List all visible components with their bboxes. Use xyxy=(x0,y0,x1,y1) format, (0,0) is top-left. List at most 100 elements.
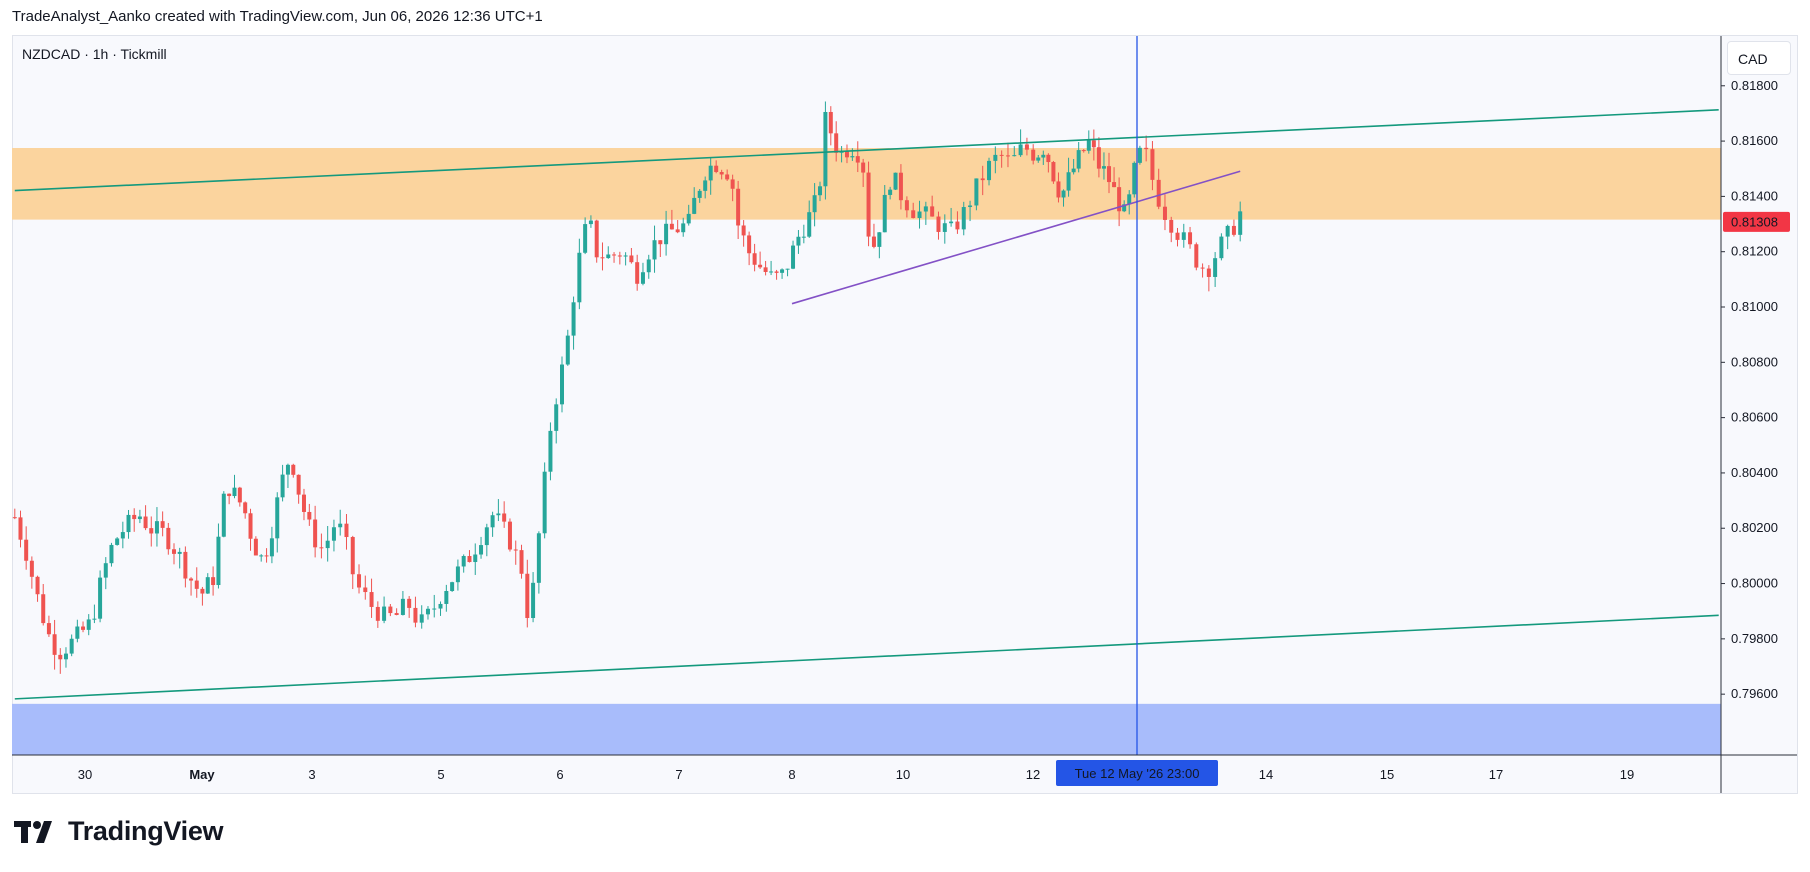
time-tick-label: 17 xyxy=(1489,767,1503,782)
candle-body xyxy=(1024,144,1029,150)
candle-body xyxy=(143,516,148,529)
candle-body xyxy=(600,257,605,259)
candle-body xyxy=(253,538,258,556)
candle-body xyxy=(834,133,839,153)
candle-body xyxy=(455,566,460,583)
candle-body xyxy=(923,206,928,212)
candle-body xyxy=(646,259,651,273)
candle-body xyxy=(993,154,998,161)
symbol-label[interactable]: NZDCAD · 1h · Tickmill xyxy=(22,46,167,62)
candle-body xyxy=(542,471,547,534)
time-tick-label: 7 xyxy=(675,767,682,782)
candle-body xyxy=(18,517,23,540)
time-tick-label: 15 xyxy=(1380,767,1394,782)
candle-body xyxy=(280,474,285,498)
price-tick-label: 0.80400 xyxy=(1731,465,1778,480)
candle-body xyxy=(818,186,823,196)
candle-body xyxy=(942,223,947,232)
time-tick-label: 5 xyxy=(437,767,444,782)
candle-body xyxy=(866,172,871,237)
candle-body xyxy=(177,551,182,554)
candle-body xyxy=(221,493,226,537)
candle-body xyxy=(936,216,941,232)
candle-body xyxy=(812,195,817,213)
candle-body xyxy=(629,255,634,263)
candle-body xyxy=(24,539,29,561)
candle-body xyxy=(350,537,355,575)
candle-body xyxy=(461,556,466,567)
tradingview-logo[interactable]: TradingView xyxy=(14,816,224,847)
candle-body xyxy=(1132,162,1137,195)
candle-body xyxy=(955,221,960,230)
candle-body xyxy=(189,578,194,581)
candle-body xyxy=(1117,187,1122,212)
candle-body xyxy=(823,111,828,187)
axes-layer: 0.81800 0.81600 0.81400 0.81200 0.81000 0.808… xyxy=(12,36,1797,793)
candle-body xyxy=(1081,150,1086,152)
candle-body xyxy=(807,212,812,237)
candle-body xyxy=(296,474,301,495)
candle-body xyxy=(301,494,306,512)
crosshair-time-tag xyxy=(1056,760,1218,786)
price-tick-label: 0.80800 xyxy=(1731,354,1778,369)
candle-body xyxy=(41,594,46,624)
candle-body xyxy=(1031,149,1036,161)
candle-body xyxy=(741,225,746,236)
crosshair-time-label: Tue 12 May '26 23:00 xyxy=(1075,766,1200,781)
candle-body xyxy=(81,626,86,630)
candle-body xyxy=(29,560,34,577)
candle-body xyxy=(850,156,855,158)
currency-button[interactable]: CAD xyxy=(1727,41,1791,75)
candle-body xyxy=(467,556,472,563)
candle-body xyxy=(930,206,935,217)
candle-body xyxy=(259,555,264,557)
candle-body xyxy=(714,165,719,173)
candle-body xyxy=(12,517,17,519)
candle-body xyxy=(1036,157,1041,161)
candle-body xyxy=(1086,140,1091,151)
candle-body xyxy=(904,200,909,211)
candle-body xyxy=(725,174,730,180)
candle-body xyxy=(877,232,882,247)
candle-body xyxy=(496,513,501,516)
candle-body xyxy=(126,514,131,533)
candle-body xyxy=(63,653,68,660)
chart-attribution: TradeAnalyst_Aanko created with TradingV… xyxy=(12,8,543,25)
candle-body xyxy=(183,551,188,579)
candle-body xyxy=(548,430,553,472)
candle-body xyxy=(507,521,512,550)
candle-body xyxy=(974,178,979,206)
candle-body xyxy=(194,580,199,589)
candle-body xyxy=(1071,168,1076,173)
candle-body xyxy=(1238,211,1243,235)
candle-body xyxy=(363,587,368,593)
candle-body xyxy=(227,493,232,497)
candle-body xyxy=(137,516,142,520)
candle-body xyxy=(882,194,887,233)
candle-body xyxy=(1225,225,1230,237)
candle-body xyxy=(844,151,849,158)
candle-body xyxy=(888,189,893,195)
time-tick-label: 10 xyxy=(896,767,910,782)
candle-body xyxy=(432,608,437,610)
candle-body xyxy=(1122,204,1127,212)
candle-body xyxy=(331,527,336,541)
candle-body xyxy=(1144,147,1149,150)
price-tick-label: 0.79800 xyxy=(1731,631,1778,646)
candle-body xyxy=(92,618,97,620)
candle-body xyxy=(719,172,724,175)
candle-body xyxy=(200,588,205,594)
candle-body xyxy=(785,268,790,270)
candle-body xyxy=(264,555,269,557)
tradingview-logo-icon xyxy=(14,820,52,843)
candle-body xyxy=(211,577,216,586)
upper-channel-line xyxy=(14,109,1719,192)
candle-body xyxy=(248,513,253,539)
candle-body xyxy=(801,236,806,238)
price-tick-label: 0.81600 xyxy=(1731,133,1778,148)
candle-body xyxy=(319,547,324,549)
candle-body xyxy=(1213,258,1218,277)
candle-body xyxy=(1041,154,1046,158)
candle-body xyxy=(697,190,702,198)
